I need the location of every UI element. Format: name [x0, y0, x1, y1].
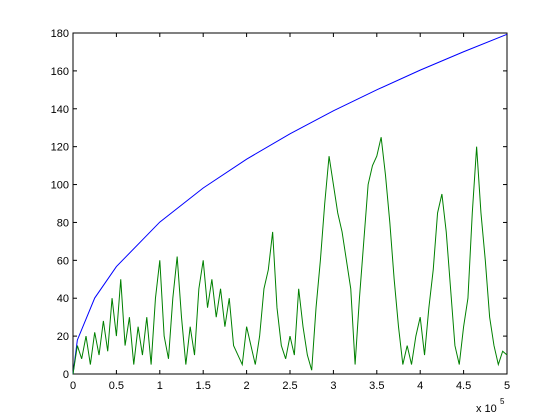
y-tick-label: 180: [51, 28, 69, 40]
x-tick-label: 3.5: [369, 380, 384, 392]
line-series: [72, 33, 508, 375]
y-tick-label: 20: [57, 331, 69, 343]
y-tick-label: 140: [51, 104, 69, 116]
y-tick-label: 100: [51, 180, 69, 192]
x-tick-label: 3: [330, 380, 336, 392]
y-tick-label: 60: [57, 255, 69, 267]
x-tick-label: 5: [504, 380, 510, 392]
y-tick-label: 160: [51, 66, 69, 78]
line-series: [72, 137, 508, 375]
x-scale-label: x 10: [476, 403, 497, 415]
plot-frame: [72, 32, 508, 375]
x-tick-label: 1: [157, 380, 163, 392]
y-tick-label: 40: [57, 293, 69, 305]
x-tick-label: 4.5: [456, 380, 471, 392]
y-tick-label: 80: [57, 217, 69, 229]
y-tick-label: 0: [63, 369, 69, 381]
x-tick-label: 0: [70, 380, 76, 392]
x-scale-exponent: 5: [500, 397, 505, 406]
x-tick-label: 2: [244, 380, 250, 392]
x-tick-label: 1.5: [196, 380, 211, 392]
x-tick-label: 4: [417, 380, 423, 392]
y-tick-label: 120: [51, 142, 69, 154]
x-tick-label: 2.5: [282, 380, 297, 392]
x-tick-label: 0.5: [109, 380, 124, 392]
